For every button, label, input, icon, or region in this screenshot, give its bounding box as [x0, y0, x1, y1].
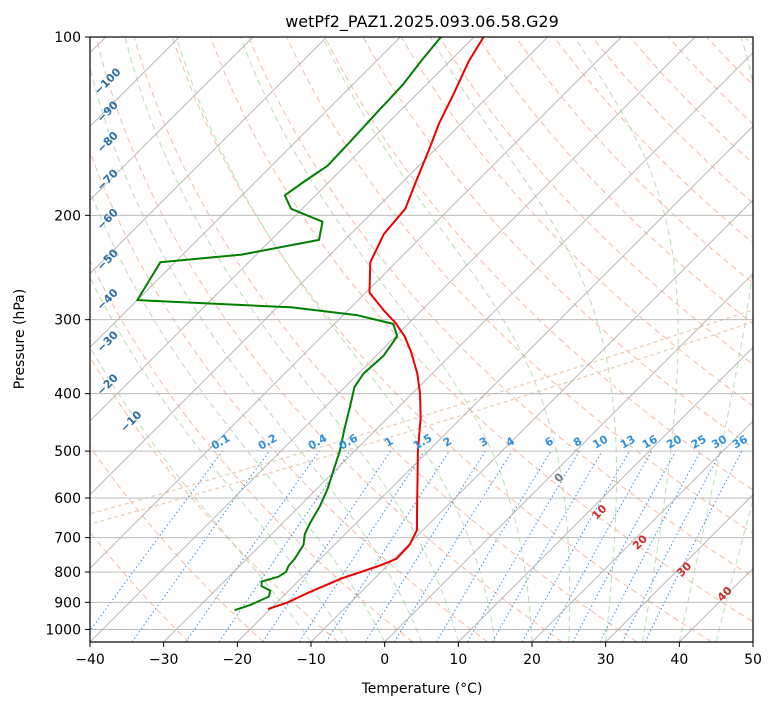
moist-adiabat: [90, 65, 422, 642]
dry-adiabat: [362, 37, 753, 449]
mixing-ratio-line: [393, 450, 513, 642]
moist-adiabat: [175, 37, 496, 642]
moist-adiabats: [90, 37, 753, 642]
x-tick-label: −30: [149, 652, 179, 668]
isotherm: [90, 37, 401, 348]
isotherm: [90, 37, 475, 422]
dry-adiabat: [90, 356, 339, 642]
y-axis-ticks: 100 200 300 400 500 600 700 800 900 1000: [45, 30, 90, 638]
dry-adiabat: [324, 37, 753, 491]
y-tick-label: 900: [54, 595, 81, 611]
y-tick-label: 300: [54, 313, 81, 329]
isobar-grid: [90, 37, 753, 630]
x-tick-label: 0: [380, 652, 389, 668]
y-tick-label: 500: [54, 444, 81, 460]
mixing-ratio-line: [131, 450, 270, 642]
mixing-ratio-line: [90, 450, 223, 632]
moist-adiabat: [124, 37, 459, 642]
dry-adiabat: [95, 37, 563, 642]
isotherm: [605, 494, 753, 642]
mixing-ratio-line: [262, 450, 392, 642]
isotherm: [90, 37, 327, 275]
dry-adiabat: [209, 37, 753, 623]
moist-adiabat: [322, 37, 571, 642]
isotherm: [237, 125, 753, 642]
isotherm: [458, 346, 753, 642]
dry-adiabat: [133, 37, 638, 642]
y-tick-label: 600: [54, 491, 81, 507]
dry-adiabat: [248, 37, 753, 578]
moist-adiabat: [715, 498, 753, 642]
mixing-ratio-line: [644, 450, 743, 642]
y-tick-label: 700: [54, 531, 81, 547]
isotherm: [90, 37, 622, 569]
sounding-series: [136, 37, 485, 612]
mixing-ratio-line: [218, 450, 351, 642]
isotherm: [90, 37, 254, 201]
moist-adiabat: [90, 189, 386, 642]
dewpoint-profile: [136, 37, 442, 612]
isotherm: [384, 273, 753, 642]
y-axis-label: Pressure (hPa): [12, 289, 28, 389]
x-tick-label: 20: [523, 652, 541, 668]
dry-adiabat: [171, 37, 712, 642]
mixing-ratio-line: [521, 450, 630, 642]
moist-adiabat: [678, 37, 753, 642]
x-tick-label: −40: [75, 652, 105, 668]
moist-adiabat: [574, 37, 679, 642]
y-tick-label: 800: [54, 565, 81, 581]
isotherm: [90, 37, 548, 496]
plot-frame: [89, 36, 754, 643]
x-tick-label: −20: [223, 652, 253, 668]
temperature-profile: [267, 37, 485, 611]
mixing-ratio-line: [325, 450, 450, 642]
x-axis-ticks: −40 −30 −20 −10 0 10 20 30 40 50: [75, 642, 762, 668]
moist-adiabat: [430, 37, 617, 642]
moist-adiabat: [90, 276, 349, 642]
y-tick-label: 400: [54, 387, 81, 403]
dry-adiabat: [286, 37, 753, 534]
x-axis-label: Temperature (°C): [361, 681, 483, 697]
x-tick-label: 30: [597, 652, 615, 668]
x-tick-label: −10: [296, 652, 326, 668]
y-tick-label: 100: [54, 30, 81, 46]
mixing-ratio-line: [545, 450, 653, 642]
moist-adiabat: [239, 37, 533, 642]
y-tick-label: 200: [54, 208, 81, 224]
mixing-ratio-line: [572, 450, 677, 642]
isotherm: [531, 420, 753, 642]
dry-adiabat: [400, 37, 753, 407]
isotherm: [163, 52, 753, 642]
dry-adiabat: [90, 150, 488, 642]
isotherm: [90, 37, 696, 642]
mixing-ratio-lines: [90, 450, 743, 642]
x-tick-label: 50: [744, 652, 762, 668]
mixing-ratio-line: [298, 450, 425, 642]
chart-title: wetPf2_PAZ1.2025.093.06.58.G29: [285, 12, 559, 32]
y-tick-label: 1000: [45, 622, 81, 638]
mixing-ratio-line: [185, 450, 320, 642]
dry-adiabat: [90, 445, 264, 642]
dry-adiabat: [438, 37, 753, 366]
x-tick-label: 10: [449, 652, 467, 668]
x-tick-label: 40: [670, 652, 688, 668]
